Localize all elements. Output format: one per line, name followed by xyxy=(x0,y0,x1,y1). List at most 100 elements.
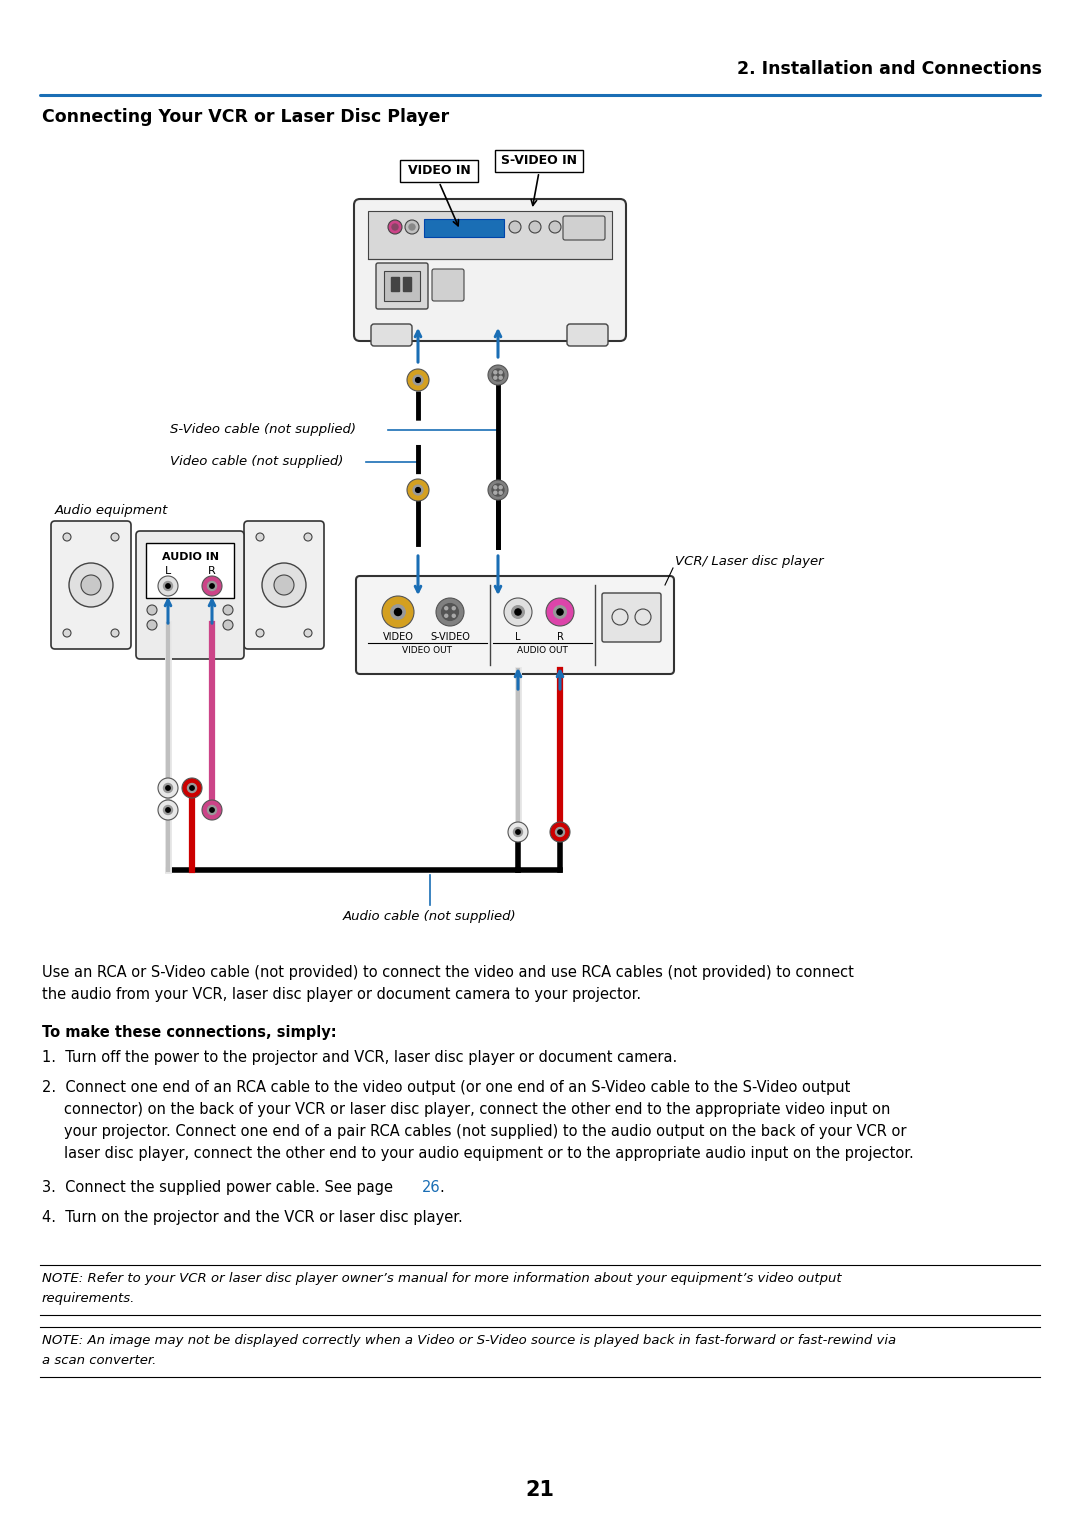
Bar xyxy=(146,543,234,598)
Circle shape xyxy=(303,629,312,636)
Text: 2. Installation and Connections: 2. Installation and Connections xyxy=(737,60,1042,78)
Circle shape xyxy=(488,365,508,385)
Circle shape xyxy=(388,220,402,233)
Circle shape xyxy=(488,481,508,501)
Circle shape xyxy=(557,609,563,615)
Text: NOTE: An image may not be displayed correctly when a Video or S-Video source is : NOTE: An image may not be displayed corr… xyxy=(42,1334,896,1347)
Circle shape xyxy=(407,369,429,391)
Text: a scan converter.: a scan converter. xyxy=(42,1354,157,1367)
Circle shape xyxy=(382,597,414,629)
Circle shape xyxy=(492,484,504,496)
Circle shape xyxy=(512,606,524,618)
Circle shape xyxy=(494,371,497,374)
FancyBboxPatch shape xyxy=(356,575,674,674)
Circle shape xyxy=(274,575,294,595)
Text: L: L xyxy=(515,632,521,642)
Text: S-Video cable (not supplied): S-Video cable (not supplied) xyxy=(170,424,356,436)
Circle shape xyxy=(405,220,419,233)
Circle shape xyxy=(445,607,448,610)
Circle shape xyxy=(515,609,521,615)
Text: .: . xyxy=(438,1180,444,1195)
Circle shape xyxy=(546,598,573,626)
Circle shape xyxy=(442,604,458,621)
Circle shape xyxy=(163,581,173,591)
Circle shape xyxy=(549,221,561,233)
Circle shape xyxy=(513,827,523,836)
Bar xyxy=(391,278,399,291)
Text: Connecting Your VCR or Laser Disc Player: Connecting Your VCR or Laser Disc Player xyxy=(42,108,449,127)
Circle shape xyxy=(492,369,504,382)
Circle shape xyxy=(413,375,423,385)
Circle shape xyxy=(222,604,233,615)
Circle shape xyxy=(416,488,420,493)
Circle shape xyxy=(166,786,171,790)
Circle shape xyxy=(163,806,173,815)
Circle shape xyxy=(303,533,312,542)
Circle shape xyxy=(63,533,71,542)
Text: AUDIO OUT: AUDIO OUT xyxy=(517,645,568,655)
Bar xyxy=(384,272,420,301)
Circle shape xyxy=(188,783,197,792)
Text: 26: 26 xyxy=(422,1180,441,1195)
Circle shape xyxy=(394,609,402,615)
Circle shape xyxy=(158,575,178,597)
Circle shape xyxy=(166,584,171,588)
FancyBboxPatch shape xyxy=(354,198,626,340)
Circle shape xyxy=(413,485,423,494)
Circle shape xyxy=(111,533,119,542)
Circle shape xyxy=(557,830,563,835)
Text: connector) on the back of your VCR or laser disc player, connect the other end t: connector) on the back of your VCR or la… xyxy=(64,1102,890,1117)
FancyBboxPatch shape xyxy=(432,269,464,301)
Circle shape xyxy=(508,823,528,842)
Text: R: R xyxy=(208,566,216,575)
Circle shape xyxy=(555,827,565,836)
Circle shape xyxy=(407,479,429,501)
Circle shape xyxy=(166,807,171,812)
Circle shape xyxy=(207,581,216,591)
Text: 21: 21 xyxy=(526,1480,554,1500)
FancyBboxPatch shape xyxy=(376,262,428,308)
FancyBboxPatch shape xyxy=(51,520,131,649)
Circle shape xyxy=(509,221,521,233)
Text: L: L xyxy=(165,566,171,575)
FancyBboxPatch shape xyxy=(244,520,324,649)
Circle shape xyxy=(202,575,222,597)
Text: VIDEO OUT: VIDEO OUT xyxy=(403,645,453,655)
Circle shape xyxy=(504,598,532,626)
Circle shape xyxy=(147,604,157,615)
Text: S-VIDEO IN: S-VIDEO IN xyxy=(501,154,577,168)
Circle shape xyxy=(499,371,502,374)
FancyBboxPatch shape xyxy=(602,594,661,642)
Circle shape xyxy=(147,620,157,630)
Text: R: R xyxy=(556,632,564,642)
Circle shape xyxy=(391,604,405,620)
Bar xyxy=(403,278,411,291)
Text: Audio equipment: Audio equipment xyxy=(55,504,168,517)
Circle shape xyxy=(158,778,178,798)
Text: 3.  Connect the supplied power cable. See page: 3. Connect the supplied power cable. See… xyxy=(42,1180,397,1195)
Circle shape xyxy=(222,620,233,630)
Circle shape xyxy=(69,563,113,607)
Circle shape xyxy=(81,575,102,595)
Bar xyxy=(400,160,478,182)
FancyBboxPatch shape xyxy=(567,324,608,346)
Circle shape xyxy=(210,807,214,812)
Circle shape xyxy=(453,615,456,617)
Circle shape xyxy=(63,629,71,636)
Text: the audio from your VCR, laser disc player or document camera to your projector.: the audio from your VCR, laser disc play… xyxy=(42,987,642,1003)
Circle shape xyxy=(445,615,448,617)
Circle shape xyxy=(499,485,502,488)
Circle shape xyxy=(494,491,497,494)
Circle shape xyxy=(416,377,420,383)
Bar xyxy=(368,211,612,259)
Circle shape xyxy=(207,806,216,815)
Text: Video cable (not supplied): Video cable (not supplied) xyxy=(170,455,343,468)
Circle shape xyxy=(453,607,456,610)
Text: S-VIDEO: S-VIDEO xyxy=(430,632,470,642)
Text: VIDEO: VIDEO xyxy=(382,632,414,642)
Circle shape xyxy=(202,800,222,819)
Circle shape xyxy=(392,224,399,230)
Text: Use an RCA or S-Video cable (not provided) to connect the video and use RCA cabl: Use an RCA or S-Video cable (not provide… xyxy=(42,964,854,980)
Text: To make these connections, simply:: To make these connections, simply: xyxy=(42,1025,337,1041)
Circle shape xyxy=(499,491,502,494)
